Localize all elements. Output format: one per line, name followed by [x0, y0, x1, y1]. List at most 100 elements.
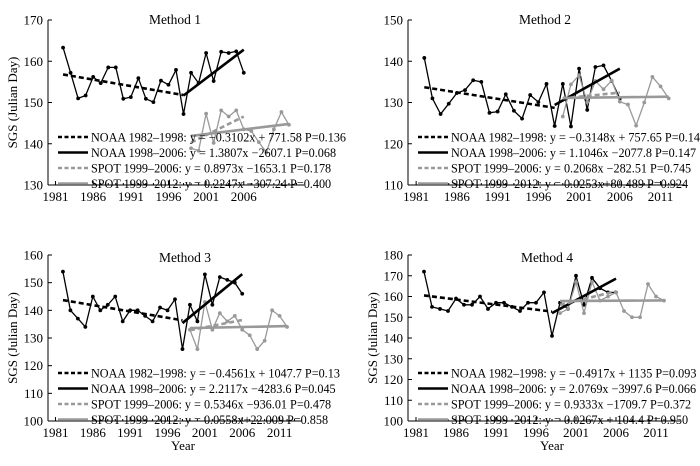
trend-line-4 — [189, 324, 288, 330]
data-point-noaa — [91, 75, 96, 79]
y-tick-label: 130 — [24, 178, 44, 193]
data-point-noaa — [195, 319, 200, 324]
data-point-spot — [240, 327, 245, 332]
series-line-noaa — [62, 47, 245, 115]
data-point-spot — [277, 313, 282, 318]
data-point-spot — [601, 87, 606, 92]
data-point-noaa — [204, 51, 209, 55]
data-point-noaa — [75, 316, 80, 321]
data-point-noaa — [219, 49, 224, 54]
series-line-noaa — [423, 271, 616, 337]
trend-line-1 — [62, 298, 183, 322]
legend-entry-label: NOAA 1998–2006: y = 2.2117x −4283.6 P=0.… — [91, 382, 336, 396]
y-tick-label: 120 — [384, 136, 404, 151]
data-point-noaa — [471, 78, 476, 83]
data-point-spot — [225, 319, 230, 324]
data-point-noaa — [446, 309, 450, 313]
y-tick-label: 160 — [24, 248, 44, 263]
x-tick-label: 1991 — [483, 425, 509, 440]
data-point-spot — [566, 307, 570, 311]
y-tick-label: 120 — [384, 372, 404, 387]
trend-line-2 — [181, 273, 244, 325]
data-point-noaa — [120, 319, 125, 324]
x-tick-label: 1991 — [117, 425, 143, 440]
y-tick-label: 140 — [384, 54, 404, 69]
data-point-spot — [196, 148, 201, 153]
y-axis-label: SGS (Julian Day) — [5, 292, 20, 384]
y-tick-label: 140 — [384, 331, 404, 346]
trend-line-1 — [423, 294, 553, 313]
data-point-noaa — [590, 275, 594, 280]
data-point-noaa — [68, 308, 73, 313]
y-tick-label: 140 — [24, 303, 44, 318]
legend-entry-label: SPOT 1999–2012: y = 0.2247x −307.24 P=0.… — [91, 177, 331, 191]
data-point-noaa — [463, 88, 467, 93]
data-point-noaa — [143, 96, 148, 101]
y-tick-label: 150 — [384, 13, 404, 28]
x-tick-label: 1986 — [443, 425, 470, 440]
data-point-noaa — [83, 325, 88, 329]
data-point-spot — [226, 114, 231, 119]
y-tick-label: 140 — [24, 136, 44, 151]
x-tick-label: 1986 — [80, 189, 107, 204]
data-point-noaa — [518, 309, 522, 313]
data-point-noaa — [150, 319, 155, 324]
data-point-noaa — [487, 110, 492, 115]
x-tick-label: 2001 — [192, 425, 218, 440]
chart-title: Method 4 — [521, 250, 573, 265]
y-tick-label: 120 — [24, 358, 44, 373]
legend-entry-label: SPOT 1999–2006: y = 0.8973x −1653.1 P=0.… — [91, 162, 331, 176]
legend-entry-label: NOAA 1998–2006: y = 1.3807x −2607.1 P=0.… — [91, 146, 336, 160]
y-tick-label: 110 — [384, 393, 403, 408]
data-point-spot — [262, 338, 267, 343]
data-point-noaa — [486, 307, 490, 311]
data-point-noaa — [502, 300, 506, 305]
data-point-noaa — [574, 273, 578, 278]
data-point-noaa — [202, 272, 207, 277]
data-point-spot — [270, 308, 275, 313]
trend-line-1 — [424, 85, 555, 110]
y-tick-label: 170 — [24, 13, 44, 28]
data-point-noaa — [438, 112, 443, 116]
x-tick-label: 1981 — [403, 189, 429, 204]
data-point-noaa — [225, 278, 230, 282]
data-point-noaa — [552, 124, 557, 128]
series-line-spot — [189, 301, 288, 352]
x-axis-label: Year — [171, 438, 196, 453]
y-tick-label: 170 — [384, 268, 404, 283]
chart-title: Method 1 — [149, 12, 201, 27]
data-point-noaa — [582, 302, 586, 307]
trend-line-4 — [562, 95, 669, 100]
data-point-spot — [582, 311, 586, 315]
legend-entry-label: SPOT 1999–2012: y = 0.0267x + 104.4 P=0.… — [451, 413, 688, 427]
chart-panel-4: 100 110 120 130 140 150 160 170 180 1981 1986 1991 1… — [365, 248, 696, 454]
x-tick-label: 1991 — [485, 189, 511, 204]
data-point-spot — [264, 150, 269, 155]
data-point-noaa — [226, 51, 231, 55]
trend-line-1 — [62, 73, 184, 97]
data-point-spot — [617, 99, 622, 104]
data-point-spot — [609, 78, 614, 83]
data-point-spot — [204, 111, 209, 116]
y-tick-label: 130 — [384, 351, 404, 366]
data-point-noaa — [593, 65, 598, 69]
x-tick-label: 1996 — [155, 425, 182, 440]
data-point-spot — [638, 315, 642, 320]
data-point-noaa — [542, 290, 546, 295]
series-line-noaa — [62, 271, 243, 350]
data-point-noaa — [211, 79, 216, 83]
data-point-noaa — [241, 70, 246, 75]
data-point-noaa — [512, 108, 516, 113]
data-point-noaa — [544, 82, 549, 86]
trend-line-2 — [182, 48, 245, 97]
x-tick-label: 2006 — [229, 425, 256, 440]
x-tick-label: 2011 — [643, 425, 669, 440]
data-point-noaa — [217, 275, 222, 280]
data-point-noaa — [61, 45, 65, 50]
y-tick-label: 100 — [384, 414, 404, 429]
y-tick-label: 160 — [24, 54, 44, 69]
trend-line-2 — [554, 67, 621, 107]
data-point-noaa — [601, 63, 606, 68]
y-axis-label: SGS (Julian Day) — [5, 57, 20, 149]
